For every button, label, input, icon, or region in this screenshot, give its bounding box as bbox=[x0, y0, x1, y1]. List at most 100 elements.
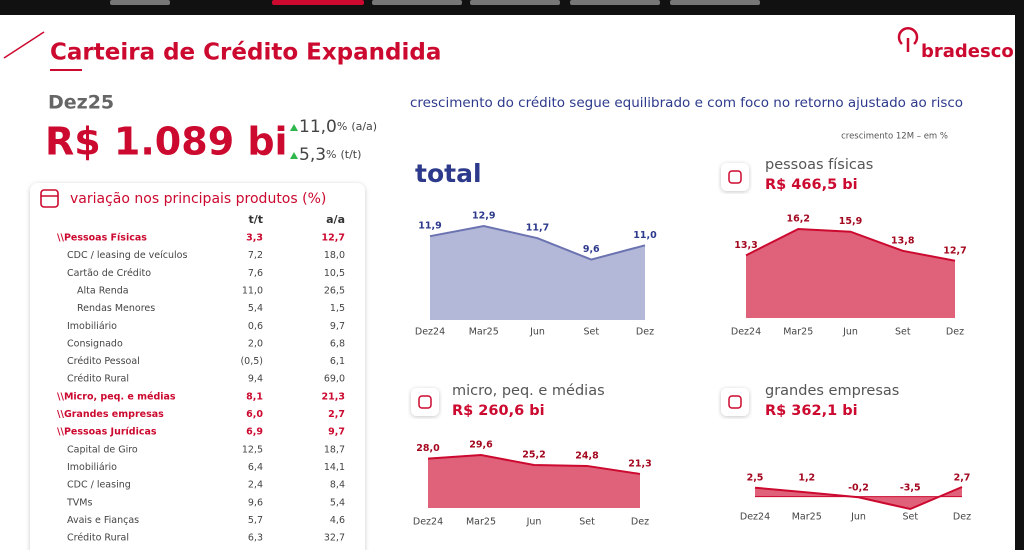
chart-subtitle: R$ 362,1 bi bbox=[765, 403, 858, 419]
cell: 8,1 bbox=[246, 391, 263, 402]
row-label: Crédito Pessoal bbox=[67, 356, 140, 367]
value-label: -0,2 bbox=[848, 483, 869, 494]
note: crescimento 12M – em % bbox=[841, 132, 948, 142]
column-header: a/a bbox=[326, 213, 345, 226]
cell: 6,3 bbox=[248, 533, 263, 544]
chart-icon-glyph bbox=[728, 170, 742, 184]
cell: 26,5 bbox=[324, 285, 345, 296]
row-label: \\Pessoas Jurídicas bbox=[57, 427, 157, 438]
line bbox=[745, 227, 956, 262]
right-edge bbox=[1015, 0, 1024, 550]
value-label: 12,7 bbox=[943, 245, 966, 256]
value-label: 1,2 bbox=[798, 473, 815, 484]
table-card bbox=[30, 183, 365, 550]
value-label: 24,8 bbox=[575, 450, 599, 461]
value-label: 13,8 bbox=[891, 235, 915, 246]
cell: 6,0 bbox=[246, 409, 263, 420]
value-label: 16,2 bbox=[787, 214, 810, 225]
tab bbox=[272, 0, 364, 5]
x-label: Mar25 bbox=[783, 327, 813, 338]
line bbox=[427, 453, 641, 475]
value-label: 11,7 bbox=[526, 223, 549, 234]
x-label: Dez bbox=[631, 517, 649, 528]
x-label: Set bbox=[583, 327, 599, 338]
growth: 11,0% (a/a) bbox=[299, 117, 377, 137]
cell: 2,0 bbox=[248, 338, 263, 349]
cell: 3,3 bbox=[246, 233, 263, 244]
x-label: Dez bbox=[636, 327, 654, 338]
value-label: 2,5 bbox=[747, 473, 764, 484]
tab bbox=[570, 0, 660, 5]
value-label: 9,6 bbox=[583, 244, 600, 255]
row-label: Imobiliário bbox=[67, 462, 117, 473]
row-label: CDC / leasing bbox=[67, 480, 131, 491]
cell: 4,6 bbox=[330, 515, 345, 526]
growth-value: 5,3 bbox=[299, 145, 326, 165]
row-label: Imobiliário bbox=[67, 321, 117, 332]
cell: 9,6 bbox=[248, 497, 263, 508]
x-label: Mar25 bbox=[469, 327, 499, 338]
chart-icon-glyph bbox=[728, 395, 742, 409]
row-label: Alta Renda bbox=[77, 285, 129, 296]
row-label: Capital de Giro bbox=[67, 444, 138, 455]
value-label: 25,2 bbox=[522, 450, 545, 461]
chart-icon bbox=[411, 388, 439, 416]
table-icon bbox=[40, 189, 59, 208]
cell: 12,5 bbox=[242, 444, 263, 455]
x-label: Jun bbox=[529, 327, 545, 338]
x-label: Dez24 bbox=[413, 517, 443, 528]
cell: 8,4 bbox=[330, 480, 345, 491]
cell: 5,4 bbox=[330, 497, 345, 508]
cell: 69,0 bbox=[324, 374, 345, 385]
cell: 0,6 bbox=[248, 321, 263, 332]
growth-period: (a/a) bbox=[351, 120, 377, 133]
value-label: 29,6 bbox=[469, 440, 493, 451]
value-label: -3,5 bbox=[900, 483, 921, 494]
cell: 1,5 bbox=[330, 303, 345, 314]
area bbox=[746, 229, 955, 318]
row-label: Rendas Menores bbox=[77, 303, 155, 314]
tab bbox=[110, 0, 170, 5]
tab bbox=[670, 0, 760, 5]
brand: bradesco bbox=[921, 41, 1014, 62]
area bbox=[430, 226, 645, 320]
slide-title: Carteira de Crédito Expandida bbox=[50, 40, 441, 66]
cell: 18,7 bbox=[324, 444, 345, 455]
x-label: Mar25 bbox=[792, 512, 822, 523]
value-label: 11,0 bbox=[633, 230, 657, 241]
cell: 6,4 bbox=[248, 462, 263, 473]
chart-title: pessoas físicas bbox=[765, 157, 873, 173]
cell: 14,1 bbox=[324, 462, 345, 473]
x-label: Jun bbox=[850, 512, 866, 523]
cell: 6,8 bbox=[330, 338, 345, 349]
value-label: 21,3 bbox=[628, 458, 651, 469]
up-arrow bbox=[290, 124, 298, 131]
tab bbox=[372, 0, 462, 5]
up-arrow bbox=[290, 152, 298, 159]
row-label: Consignado bbox=[67, 338, 123, 349]
row-label: \\Grandes empresas bbox=[57, 409, 164, 420]
chart-icon-glyph bbox=[418, 395, 432, 409]
chart-icon bbox=[721, 163, 749, 191]
area bbox=[428, 455, 640, 508]
growth-value: 11,0 bbox=[299, 117, 337, 137]
value-label: 15,9 bbox=[839, 216, 862, 227]
x-label: Mar25 bbox=[466, 517, 496, 528]
tab bbox=[470, 0, 560, 5]
chart-title: grandes empresas bbox=[765, 383, 899, 399]
cell: 10,5 bbox=[324, 268, 345, 279]
row-label: CDC / leasing de veículos bbox=[67, 250, 187, 261]
column-header: t/t bbox=[248, 213, 263, 226]
cell: 12,7 bbox=[322, 233, 345, 244]
value-label: 12,9 bbox=[472, 211, 495, 222]
row-label: \\Pessoas Físicas bbox=[57, 233, 147, 244]
chart-subtitle: R$ 260,6 bi bbox=[452, 403, 545, 419]
value-label: 28,0 bbox=[416, 443, 440, 454]
line bbox=[754, 486, 963, 511]
cell: 9,7 bbox=[328, 427, 345, 438]
row-label: Crédito Rural bbox=[67, 533, 129, 544]
cell: 2,4 bbox=[248, 480, 263, 491]
cell: 6,9 bbox=[246, 427, 263, 438]
